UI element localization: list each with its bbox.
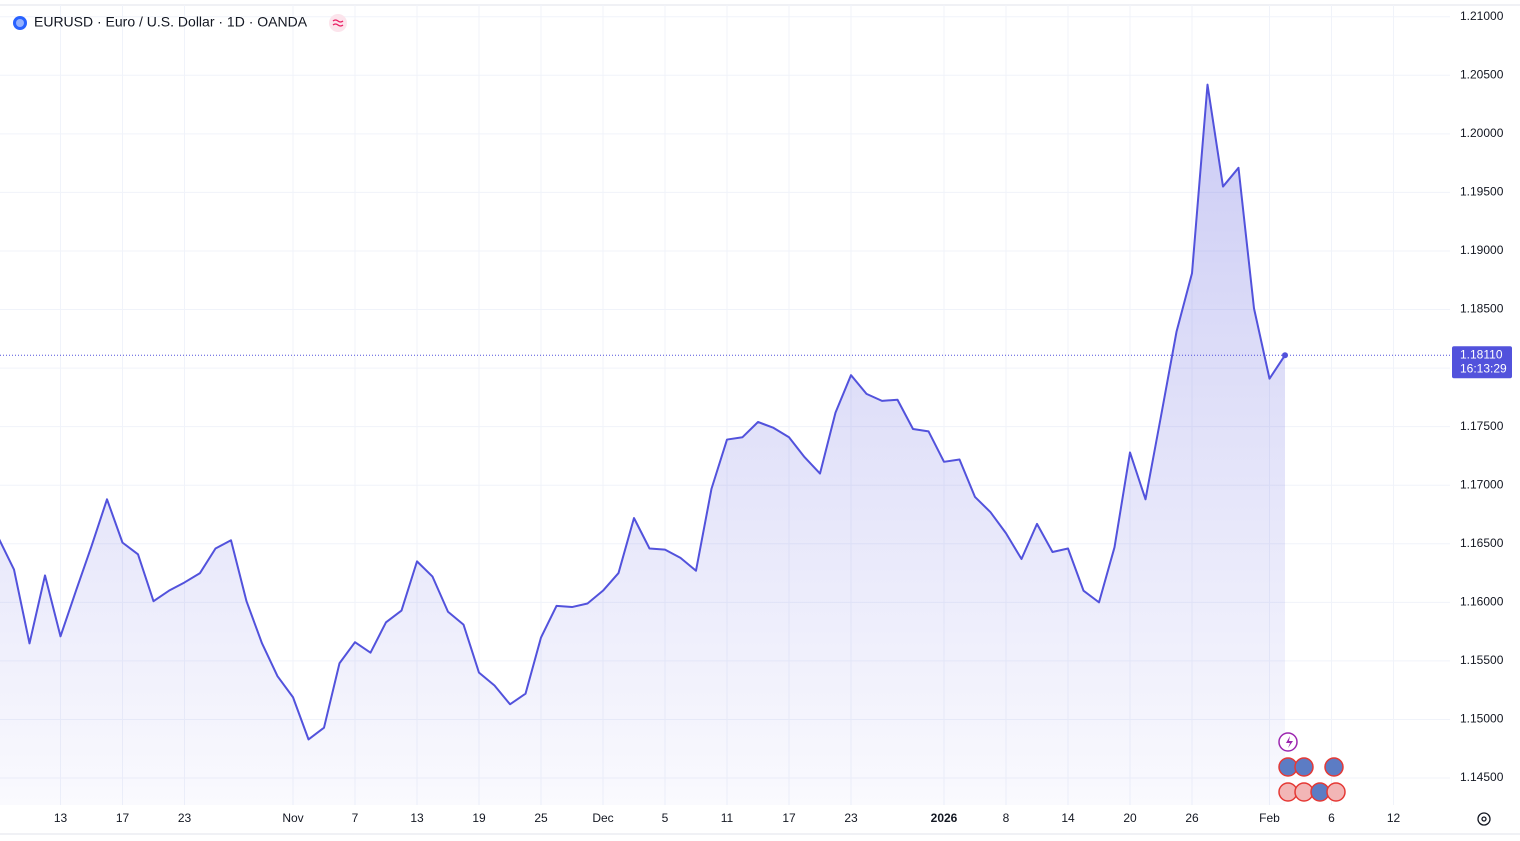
x-tick-label: 23 [178, 811, 192, 825]
x-tick-label: 8 [1003, 811, 1010, 825]
x-tick-label: 6 [1328, 811, 1335, 825]
last-point [1282, 352, 1288, 359]
y-tick-label: 1.20500 [1460, 67, 1504, 81]
y-tick-label: 1.15000 [1460, 712, 1504, 726]
chart-title: EURUSD · Euro / U.S. Dollar · 1D · OANDA [34, 14, 308, 30]
y-tick-label: 1.15500 [1460, 653, 1504, 667]
y-tick-label: 1.19000 [1460, 243, 1504, 257]
x-tick-label: 7 [352, 811, 359, 825]
events [1278, 732, 1346, 802]
settings-icon-inner [1481, 816, 1487, 822]
y-tick-label: 1.14500 [1460, 770, 1504, 784]
settings-icon[interactable] [1477, 812, 1491, 826]
y-tick-label: 1.17000 [1460, 477, 1504, 491]
axes: 1.14500 1.15000 1.15500 1.16000 1.16500 1.170… [54, 9, 1512, 825]
x-tick-label: 13 [54, 811, 68, 825]
market-status-icon [329, 14, 347, 32]
y-tick-label: 1.21000 [1460, 9, 1504, 23]
event-icon [1326, 782, 1346, 802]
countdown-label: 16:13:29 [1460, 361, 1507, 375]
y-tick-label: 1.16500 [1460, 536, 1504, 550]
price-label: 1.18110 [1460, 347, 1503, 361]
x-tick-label: 11 [721, 811, 734, 825]
x-tick-label: 14 [1061, 811, 1075, 825]
x-tick-label: 20 [1123, 811, 1137, 825]
x-tick-label: 23 [844, 811, 858, 825]
event-icon [1324, 757, 1344, 777]
x-tick-label: 2026 [931, 811, 958, 825]
x-tick-label: Dec [592, 811, 613, 825]
x-tick-label: 26 [1185, 811, 1199, 825]
x-tick-label: 5 [662, 811, 669, 825]
x-tick-label: Nov [282, 811, 303, 825]
x-tick-label: 19 [472, 811, 486, 825]
y-tick-label: 1.16000 [1460, 595, 1504, 609]
x-tick-label: 25 [534, 811, 548, 825]
x-tick-label: 17 [782, 811, 796, 825]
line [0, 83, 1286, 741]
event-icon [1294, 757, 1314, 777]
y-tick-label: 1.17500 [1460, 419, 1504, 433]
symbol-icon-inner [16, 19, 24, 27]
y-tick-label: 1.20000 [1460, 126, 1504, 140]
x-tick-label: Feb [1259, 811, 1280, 825]
x-tick-label: 12 [1387, 811, 1401, 825]
market-status-waves [332, 19, 344, 27]
x-tick-label: 13 [410, 811, 424, 825]
price-label-box [1452, 346, 1512, 379]
y-tick-label: 1.19500 [1460, 185, 1504, 199]
x-tick-label: 17 [116, 811, 130, 825]
y-tick-label: 1.18500 [1460, 302, 1504, 316]
plot [0, 83, 1288, 805]
event-lightning [1286, 736, 1293, 748]
area [0, 84, 1285, 805]
